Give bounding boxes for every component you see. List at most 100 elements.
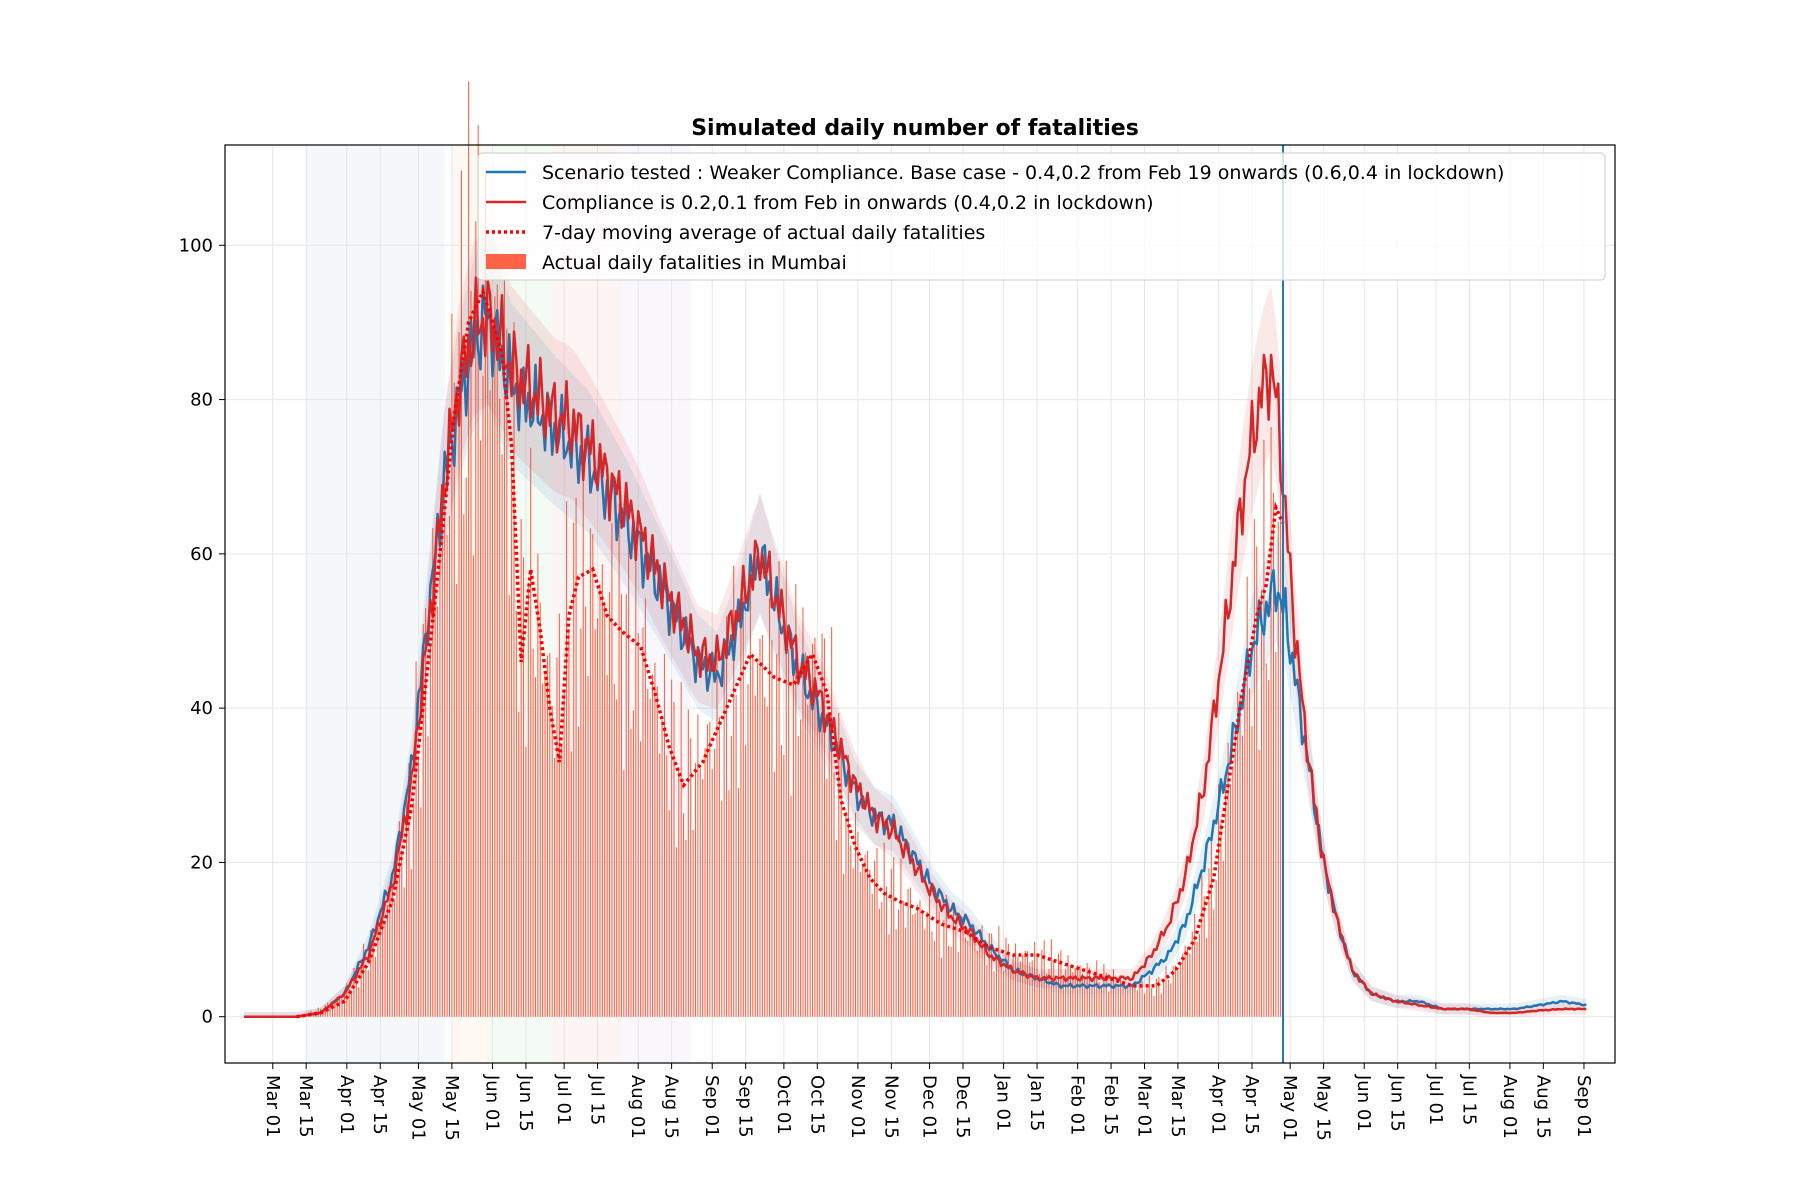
x-tick-label-1: Mar 15 <box>295 1075 316 1138</box>
fatality-bar <box>914 913 916 1017</box>
fatality-bar <box>597 618 599 1017</box>
fatality-bar <box>678 769 680 1017</box>
fatality-bar <box>671 679 673 1017</box>
fatality-bar <box>429 644 431 1017</box>
fatality-bar <box>1170 983 1172 1017</box>
fatality-bar <box>401 852 403 1017</box>
fatality-bar <box>405 789 408 1017</box>
fatality-bar <box>668 810 670 1017</box>
fatality-bar <box>704 748 706 1017</box>
series-1-line <box>244 276 1587 1018</box>
x-tick-label-36: Sep 01 <box>1573 1075 1594 1138</box>
fatality-bar <box>1048 968 1050 1017</box>
fatality-bar <box>341 998 343 1017</box>
fatality-bar <box>726 616 728 1017</box>
fatality-bar <box>367 970 369 1017</box>
fatality-bar <box>1096 960 1098 1017</box>
fatality-bar <box>1229 784 1232 1017</box>
fatality-bar <box>506 328 508 1017</box>
fatality-bar <box>1158 976 1160 1017</box>
fatality-bar <box>355 967 357 1017</box>
fatality-bar <box>821 633 823 1017</box>
fatality-bar <box>1155 978 1157 1017</box>
fatality-bar <box>752 656 754 1017</box>
fatality-bar <box>702 779 704 1017</box>
fatality-bar <box>441 486 443 1017</box>
fatality-bar <box>957 952 959 1017</box>
y-tick-label-5: 100 <box>179 235 213 256</box>
fatality-bar <box>974 934 976 1017</box>
fatality-bar <box>1072 972 1074 1017</box>
fatality-bar <box>453 382 455 1017</box>
fatality-bar <box>370 930 372 1017</box>
fatality-bar <box>391 886 393 1017</box>
fatality-bar <box>329 1003 331 1017</box>
fatality-bar <box>909 887 911 1017</box>
legend-label-actual: Actual daily fatalities in Mumbai <box>542 252 847 274</box>
fatality-bar <box>969 933 971 1017</box>
x-tick-label-3: Apr 15 <box>369 1075 390 1135</box>
fatality-bar <box>372 935 374 1017</box>
fatality-bar <box>979 943 981 1017</box>
x-tick-label-35: Aug 15 <box>1532 1075 1553 1139</box>
fatality-bar <box>1024 950 1026 1017</box>
y-tick-label-4: 80 <box>190 390 213 411</box>
fatality-bar <box>484 169 486 1017</box>
fatality-bar <box>620 594 622 1017</box>
fatality-bar <box>881 902 883 1017</box>
fatality-bar <box>1053 960 1055 1017</box>
fatality-bar <box>496 284 498 1017</box>
fatality-bar <box>420 807 422 1017</box>
fatality-bar <box>940 957 943 1017</box>
fatality-bar <box>523 557 525 1017</box>
x-tick-label-27: Apr 15 <box>1241 1075 1262 1135</box>
fatality-bar <box>845 812 847 1017</box>
fatality-bar <box>360 965 362 1017</box>
fatality-bar <box>1012 956 1014 1017</box>
fatality-bar <box>995 953 997 1017</box>
fatality-bar <box>656 686 658 1017</box>
fatality-bar <box>900 858 902 1017</box>
fatality-bar <box>952 902 954 1017</box>
fatality-bar <box>446 535 448 1017</box>
legend-label-compliance: Compliance is 0.2,0.1 from Feb in onward… <box>542 192 1154 214</box>
fatality-bar <box>1110 976 1112 1017</box>
x-tick-label-14: Oct 01 <box>773 1075 794 1135</box>
fatality-bar <box>472 555 474 1017</box>
fatality-bar <box>955 923 957 1017</box>
fatality-bar <box>1046 973 1048 1017</box>
fatality-bar <box>1086 963 1088 1017</box>
fatality-bar <box>1194 913 1196 1017</box>
fatality-bar <box>625 594 627 1017</box>
fatality-bar <box>850 845 852 1017</box>
fatality-bar <box>594 629 596 1017</box>
fatality-bar <box>1000 958 1002 1017</box>
fatality-bar <box>554 758 556 1017</box>
fatality-bar <box>1100 986 1103 1017</box>
fatality-bar <box>1143 993 1146 1017</box>
fatality-bar <box>1160 993 1162 1017</box>
fatality-bar <box>654 662 656 1017</box>
fatality-bar <box>1084 976 1086 1017</box>
fatality-bar <box>964 937 966 1017</box>
fatality-bar <box>537 553 539 1017</box>
fatality-bar <box>353 968 355 1017</box>
fatality-bar <box>520 519 522 1017</box>
fatality-bar <box>1275 652 1277 1017</box>
fatality-bar <box>1136 990 1138 1017</box>
fatality-bar <box>1210 835 1212 1017</box>
fatality-bar <box>432 528 434 1017</box>
x-tick-label-5: May 15 <box>441 1075 462 1141</box>
fatality-bar <box>766 706 768 1017</box>
fatality-bar <box>897 909 900 1017</box>
fatality-bar <box>630 729 632 1017</box>
fatality-bar <box>460 170 462 1017</box>
fatality-bar <box>1184 945 1186 1017</box>
x-tick-label-29: May 15 <box>1313 1075 1334 1141</box>
fatality-bar <box>890 868 892 1017</box>
fatality-bar <box>616 699 618 1017</box>
fatality-bar <box>1038 973 1040 1017</box>
fatality-bar <box>585 606 587 1017</box>
fatality-bar <box>470 290 472 1017</box>
fatality-bar <box>663 653 665 1017</box>
